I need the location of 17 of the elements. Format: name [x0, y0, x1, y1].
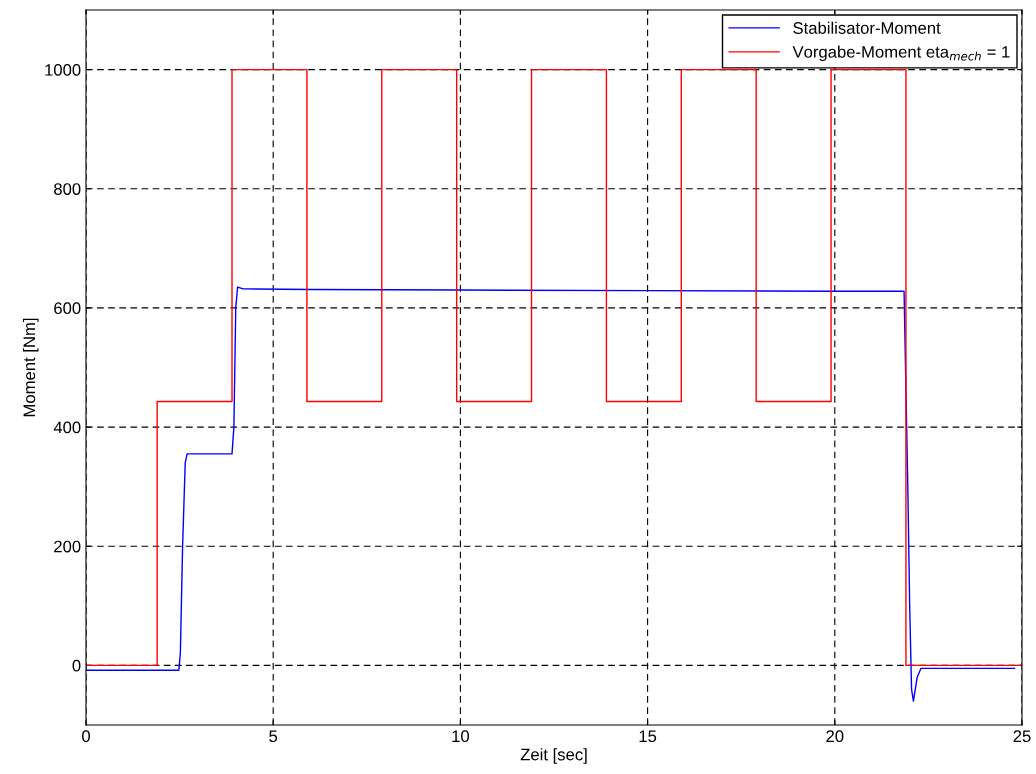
y-tick-label: 0 — [72, 659, 81, 672]
x-tick-label: 20 — [826, 730, 844, 743]
y-axis-title: Moment [Nm] — [22, 318, 39, 417]
x-axis-title: Zeit [sec] — [520, 748, 587, 764]
x-tick-label: 0 — [82, 730, 90, 743]
x-tick-label: 15 — [639, 730, 657, 743]
y-tick-label: 800 — [54, 183, 81, 195]
legend-label: Vorgabe-Moment eta$_{mech}$ = 1 — [792, 45, 1010, 62]
y-tick-label: 200 — [54, 540, 81, 553]
legend-label: Stabilisator-Moment — [793, 21, 941, 34]
x-tick-label: 10 — [452, 730, 470, 743]
y-tick-label: 400 — [53, 421, 81, 434]
line-series — [86, 286, 1016, 702]
x-tick-label: 25 — [1013, 730, 1031, 743]
y-tick-label: 1000 — [45, 63, 81, 76]
y-tick-label: 600 — [54, 302, 81, 315]
x-tick-label: 5 — [269, 730, 278, 743]
